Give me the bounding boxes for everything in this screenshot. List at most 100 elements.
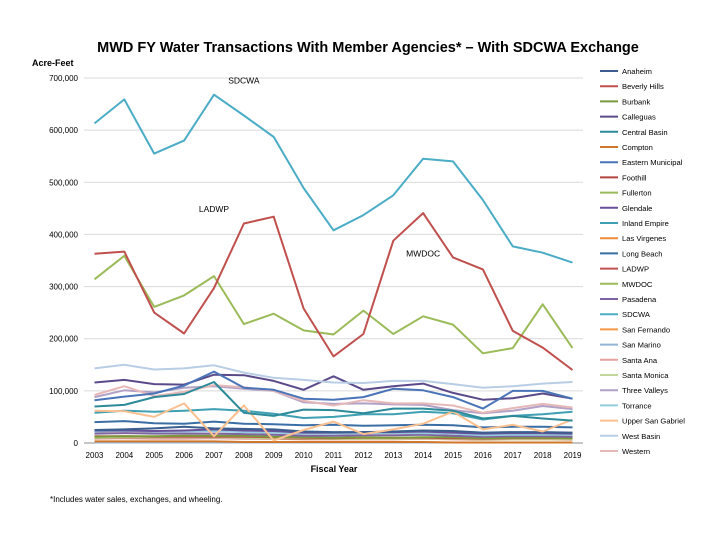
legend-label: West Basin — [622, 432, 660, 441]
legend-label: SDCWA — [622, 310, 651, 319]
series-line-eastern-municipal — [94, 370, 573, 410]
series-line-pasadena — [94, 432, 573, 438]
legend-label: Long Beach — [622, 249, 663, 258]
series-line-burbank — [94, 434, 573, 440]
chart-title: MWD FY Water Transactions With Member Ag… — [97, 40, 639, 56]
x-tick-label: 2004 — [115, 451, 133, 460]
x-tick-label: 2013 — [384, 451, 402, 460]
series-line-anaheim — [94, 425, 573, 434]
legend-label: Central Basin — [622, 128, 668, 137]
legend-label: San Marino — [622, 341, 661, 350]
legend-item-long-beach: Long Beach — [600, 249, 663, 258]
x-tick-label: 2011 — [325, 451, 343, 460]
legend-label: Santa Ana — [622, 356, 658, 365]
y-tick-label: 300,000 — [49, 283, 78, 292]
gridlines — [84, 77, 583, 444]
legend-item-santa-monica: Santa Monica — [600, 371, 669, 380]
legend-item-san-marino: San Marino — [600, 341, 661, 350]
x-tick-label: 2007 — [205, 451, 223, 460]
y-tick-label: 400,000 — [49, 230, 78, 239]
y-tick-label: 100,000 — [49, 387, 78, 396]
legend-item-inland-empire: Inland Empire — [600, 219, 669, 228]
legend-item-glendale: Glendale — [600, 204, 652, 213]
legend-item-beverly-hills: Beverly Hills — [600, 82, 664, 91]
legend-item-western: Western — [600, 447, 650, 456]
x-tick-label: 2018 — [534, 451, 552, 460]
legend-label: Foothill — [622, 173, 647, 182]
legend-label: San Fernando — [622, 325, 670, 334]
x-tick-label: 2016 — [474, 451, 492, 460]
x-tick-label: 2009 — [265, 451, 283, 460]
legend-item-san-fernando: San Fernando — [600, 325, 670, 334]
legend-label: Calleguas — [622, 113, 656, 122]
legend-label: Three Valleys — [622, 386, 668, 395]
legend-item-central-basin: Central Basin — [600, 128, 668, 137]
x-tick-label: 2010 — [295, 451, 313, 460]
x-tick-label: 2019 — [564, 451, 582, 460]
x-tick-label: 2012 — [354, 451, 372, 460]
series-line-ladwp — [94, 212, 574, 371]
annotations: SDCWA LADWP MWDOC — [199, 76, 440, 259]
series-line-upper-san-gabriel — [94, 402, 573, 442]
legend-item-foothill: Foothill — [600, 173, 647, 182]
legend-label: Beverly Hills — [622, 82, 664, 91]
legend-item-las-virgenes: Las Virgenes — [600, 234, 666, 243]
y-tick-label: 500,000 — [49, 178, 78, 187]
series-line-central-basin — [94, 381, 573, 422]
y-axis: 0 100,000 200,000 300,000 400,000 500,000 600,… — [49, 74, 78, 448]
legend-label: Fullerton — [622, 189, 652, 198]
x-tick-label: 2014 — [414, 451, 432, 460]
legend-item-upper-san-gabriel: Upper San Gabriel — [600, 417, 685, 426]
series-lines — [93, 93, 574, 444]
legend-item-fullerton: Fullerton — [600, 189, 652, 198]
legend-item-sdcwa: SDCWA — [600, 310, 651, 319]
legend-item-pasadena: Pasadena — [600, 295, 657, 304]
legend-item-santa-ana: Santa Ana — [600, 356, 658, 365]
annotation-sdcwa: SDCWA — [228, 76, 260, 86]
legend-label: Pasadena — [622, 295, 657, 304]
legend-label: Glendale — [622, 204, 652, 213]
x-tick-label: 2008 — [235, 451, 253, 460]
legend-item-compton: Compton — [600, 143, 653, 152]
legend-item-ladwp: LADWP — [600, 265, 649, 274]
legend-label: Inland Empire — [622, 219, 669, 228]
x-tick-label: 2005 — [145, 451, 163, 460]
legend-item-three-valleys: Three Valleys — [600, 386, 668, 395]
legend-label: LADWP — [622, 265, 649, 274]
legend-label: Anaheim — [622, 67, 652, 76]
legend-item-anaheim: Anaheim — [600, 67, 652, 76]
legend-item-burbank: Burbank — [600, 97, 650, 106]
legend-label: Burbank — [622, 97, 650, 106]
y-tick-label: 200,000 — [49, 335, 78, 344]
x-tick-label: 2003 — [86, 451, 104, 460]
legend-item-calleguas: Calleguas — [600, 113, 656, 122]
series-line-western — [94, 384, 573, 414]
x-tick-label: 2015 — [444, 451, 462, 460]
legend-label: Western — [622, 447, 650, 456]
series-line-sdcwa — [93, 93, 573, 264]
y-tick-label: 600,000 — [49, 126, 78, 135]
x-axis-label: Fiscal Year — [311, 464, 358, 474]
series-line-calleguas — [94, 373, 573, 401]
legend-item-west-basin: West Basin — [600, 432, 660, 441]
series-line-mwdoc — [93, 254, 574, 355]
x-tick-label: 2017 — [504, 451, 522, 460]
annotation-ladwp: LADWP — [199, 204, 230, 214]
annotation-mwdoc: MWDOC — [406, 248, 440, 258]
legend-item-torrance: Torrance — [600, 401, 652, 410]
legend-item-mwdoc: MWDOC — [600, 280, 653, 289]
legend-label: MWDOC — [622, 280, 653, 289]
legend-label: Eastern Municipal — [622, 158, 683, 167]
x-axis: 2003 2004 2005 2006 2007 2008 2009 2010 2011 2012… — [86, 451, 582, 460]
series-line-compton — [94, 440, 573, 444]
footnote: *Includes water sales, exchanges, and wh… — [50, 495, 223, 504]
legend-label: Santa Monica — [622, 371, 669, 380]
series-line-west-basin — [94, 363, 573, 389]
legend-label: Upper San Gabriel — [622, 417, 685, 426]
legend-label: Torrance — [622, 401, 652, 410]
y-axis-label: Acre-Feet — [32, 58, 74, 68]
y-tick-label: 700,000 — [49, 74, 78, 83]
legend-item-eastern-municipal: Eastern Municipal — [600, 158, 683, 167]
x-tick-label: 2006 — [175, 451, 193, 460]
